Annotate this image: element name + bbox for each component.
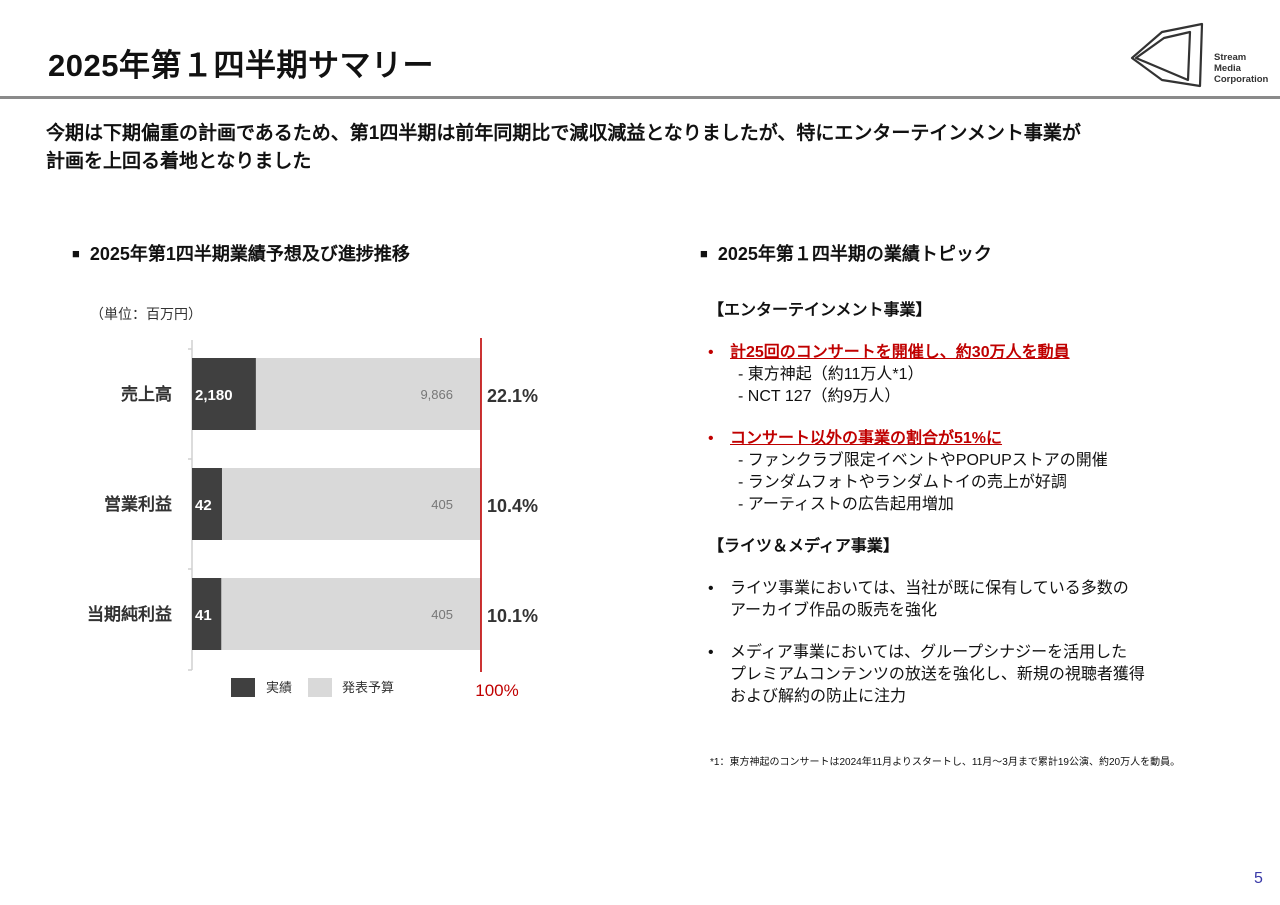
topic-line: プレミアムコンテンツの放送を強化し、新規の視聴者獲得 [730,666,1145,683]
logo-wordmark: Stream Media Corporation [1214,52,1268,85]
topic-subline: - アーティストの広告起用増加 [738,496,954,513]
legend-label-actual: 実績 [266,680,292,695]
page-number: 5 [1254,870,1263,887]
budget-value-label: 9,866 [420,387,453,402]
lead-line: 計画を上回る着地となりました [46,151,312,172]
category-label: 営業利益 [104,494,172,514]
logo-word: Corporation [1214,74,1269,85]
square-bullet-icon: ■ [700,246,708,261]
topic-line: ライツ事業においては、当社が既に保有している多数の [730,580,1129,597]
actual-value-label: 41 [195,607,212,624]
square-bullet-icon: ■ [72,246,80,261]
topics-section-title: 2025年第１四半期の業績トピック [717,244,992,264]
bullet-icon: • [708,344,714,361]
logo-word: Stream [1214,52,1247,63]
topic-line: メディア事業においては、グループシナジーを活用した [730,644,1128,661]
budget-bar [192,578,481,650]
bullet-icon: • [708,580,714,597]
category-label: 売上高 [121,384,172,404]
legend-swatch-budget [308,678,332,697]
category-rights-media: 【ライツ＆メディア事業】 [708,538,899,555]
topic-subline: - NCT 127（約9万人） [738,388,901,405]
topic-item: • 計25回のコンサートを開催し、約30万人を動員 - 東方神起（約11万人*1… [708,342,1268,408]
actual-bar [192,358,256,430]
chart-section-title: 2025年第1四半期業績予想及び進捗推移 [89,244,410,264]
topic-item: • メディア事業においては、グループシナジーを活用した プレミアムコンテンツの放… [708,642,1268,708]
lead-summary: 今期は下期偏重の計画であるため、第1四半期は前年同期比で減収減益となりましたが、… [46,120,1246,176]
topic-subline: - ランダムフォトやランダムトイの売上が好調 [738,474,1067,491]
budget-value-label: 405 [431,497,453,512]
topic-line: アーカイブ作品の販売を強化 [730,602,938,619]
topics-section-heading: ■ 2025年第１四半期の業績トピック [700,240,992,266]
topic-item: • コンサート以外の事業の割合が51%に - ファンクラブ限定イベントやPOPU… [708,428,1268,516]
category-entertainment: 【エンターテインメント事業】 [708,302,932,319]
title-divider [0,96,1280,99]
logo-word: Media [1214,63,1241,74]
actual-bar [192,578,222,650]
topics-panel: 【エンターテインメント事業】 • 計25回のコンサートを開催し、約30万人を動員… [708,300,1268,728]
footnote: *1：東方神起のコンサートは2024年11月よりスタートし、11月～3月まで累計… [710,757,1181,768]
topic-subline: - 東方神起（約11万人*1） [738,366,924,383]
legend-label-budget: 発表予算 [342,680,394,695]
logo-mark-icon [1130,22,1204,88]
bullet-icon: • [708,430,714,447]
progress-percent-label: 10.1% [487,606,538,626]
topic-headline: コンサート以外の事業の割合が51%に [730,430,1003,447]
actual-bar [192,468,222,540]
topic-item: • ライツ事業においては、当社が既に保有している多数の アーカイブ作品の販売を強… [708,578,1268,622]
company-logo: Stream Media Corporation [1128,20,1278,92]
category-label: 当期純利益 [87,604,172,624]
topic-line: および解約の防止に注力 [730,688,907,705]
topic-subline: - ファンクラブ限定イベントやPOPUPストアの開催 [738,452,1108,469]
progress-bar-chart: 売上高 2,180 9,866 22.1% 営業利益 42 405 10.4% 当期純利益 41 4… [87,338,538,700]
chart-section-heading: ■ 2025年第1四半期業績予想及び進捗推移 [72,240,410,266]
page-title: 2025年第１四半期サマリー [48,48,434,83]
lead-line: 今期は下期偏重の計画であるため、第1四半期は前年同期比で減収減益となりましたが、… [46,123,1081,144]
reference-line-label: 100% [475,681,518,700]
legend-swatch-actual [231,678,255,697]
actual-value-label: 2,180 [195,387,233,404]
budget-bar [192,468,481,540]
topic-headline: 計25回のコンサートを開催し、約30万人を動員 [730,344,1070,361]
progress-percent-label: 10.4% [487,496,538,516]
unit-label: （単位：百万円） [90,306,202,322]
bullet-icon: • [708,644,714,661]
budget-value-label: 405 [431,607,453,622]
actual-value-label: 42 [195,497,212,514]
progress-percent-label: 22.1% [487,386,538,406]
